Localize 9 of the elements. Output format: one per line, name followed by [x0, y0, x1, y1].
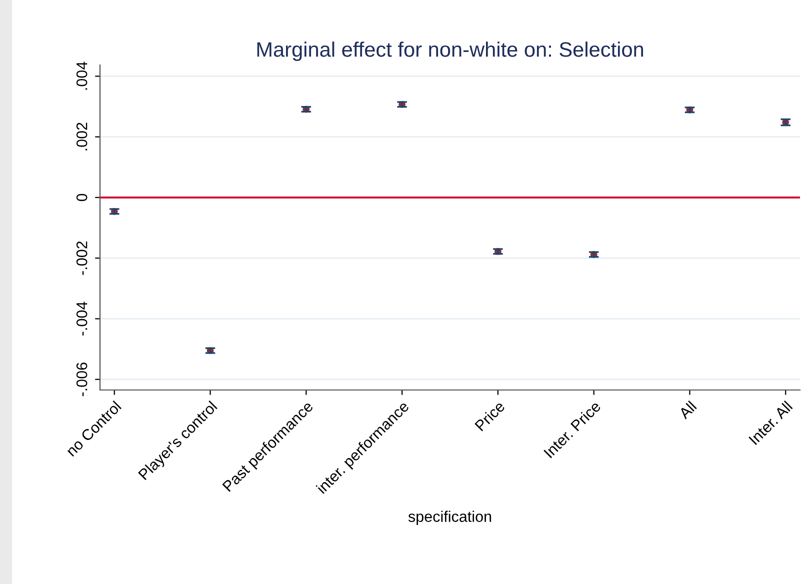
y-tick-label: -.004	[76, 302, 88, 336]
y-tick-label: 0	[76, 194, 88, 202]
chart-title: Marginal effect for non-white on: Selection	[257, 42, 644, 61]
y-tick-label: .002	[76, 122, 88, 150]
y-tick-label: .004	[76, 62, 88, 90]
x-axis-title: specification	[408, 510, 492, 525]
y-tick-label: -.002	[76, 241, 88, 275]
x-tick-label: All	[678, 400, 697, 420]
y-tick-label: -.006	[76, 362, 88, 396]
